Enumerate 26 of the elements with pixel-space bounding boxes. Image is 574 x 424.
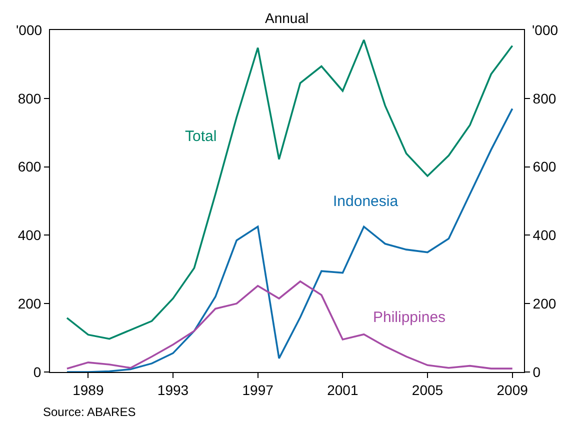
- line-series: [66, 108, 514, 372]
- y2-axis-title: '000: [532, 22, 558, 38]
- y-tick-label: 200: [18, 296, 42, 312]
- y2-tick-label: 600: [532, 158, 556, 175]
- series-label: Indonesia: [333, 193, 399, 210]
- y2-tick-label: 0: [532, 364, 541, 380]
- x-tick-label: 2009: [496, 382, 528, 398]
- y2-tick-label: 200: [532, 296, 556, 312]
- y-axis-title: '000: [16, 22, 42, 38]
- series-label: Philippines: [373, 309, 446, 326]
- y-tick-label: 600: [18, 158, 42, 175]
- x-tick-label: 2001: [327, 382, 358, 398]
- chart-subtitle: Annual: [265, 10, 309, 26]
- y-tick-label: 800: [18, 90, 42, 106]
- y2-tick-label: 400: [532, 227, 556, 244]
- x-tick-label: 2005: [412, 382, 444, 398]
- line-series: [66, 39, 514, 340]
- y2-tick-label: 800: [532, 90, 556, 106]
- x-tick-label: 1993: [157, 382, 189, 398]
- series-label: Total: [185, 128, 217, 145]
- y-tick-label: 0: [33, 364, 42, 380]
- source-note: Source: ABARES: [43, 405, 136, 419]
- x-tick-label: 1989: [72, 382, 104, 398]
- x-tick-label: 1997: [242, 382, 274, 398]
- line-series: [66, 280, 514, 370]
- y-tick-label: 400: [18, 227, 42, 244]
